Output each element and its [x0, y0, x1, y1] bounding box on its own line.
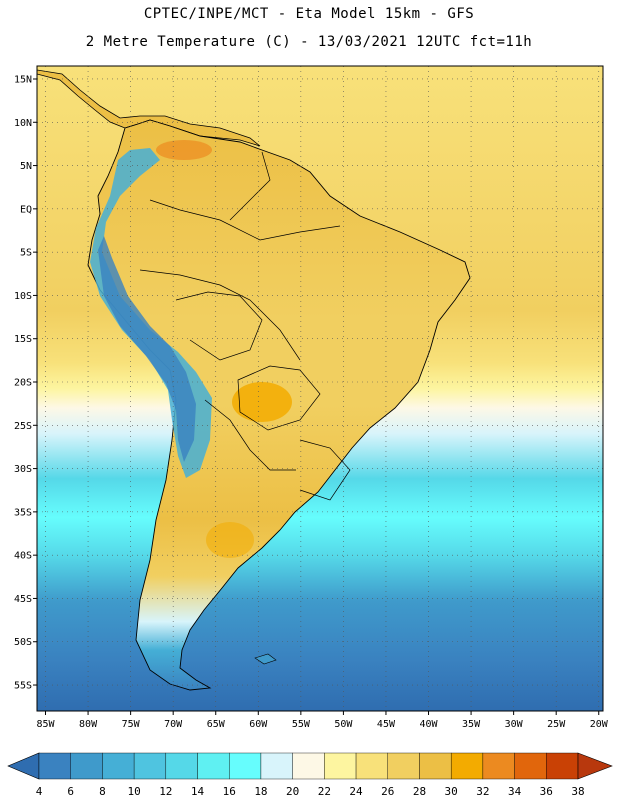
central-america-land [37, 69, 261, 147]
colorbar-segment [324, 752, 357, 780]
tick-label-lat: 15S [14, 334, 32, 345]
colorbar-label: 38 [571, 785, 584, 798]
colorbar-segment [70, 752, 103, 780]
colorbar-label: 30 [445, 785, 458, 798]
tick-label-lat: 45S [14, 594, 32, 605]
colorbar-segment [514, 752, 547, 780]
colorbar-label: 22 [318, 785, 331, 798]
tick-label-lat: 55S [14, 681, 32, 692]
colorbar-label: 14 [191, 785, 205, 798]
tick-label-lat: 10N [14, 118, 32, 129]
tick-label-lat: 30S [14, 464, 32, 475]
colorbar-label: 10 [127, 785, 140, 798]
colorbar-segment [546, 752, 579, 780]
colorbar-label: 34 [508, 785, 522, 798]
colorbar-label: 32 [476, 785, 489, 798]
tick-label-lon: 50W [334, 719, 353, 730]
colorbar-segment [482, 752, 515, 780]
colorbar-label: 12 [159, 785, 172, 798]
tick-label-lon: 65W [207, 719, 226, 730]
tick-label-lon: 45W [377, 719, 396, 730]
colorbar-segment [292, 752, 325, 780]
colorbar-segment [197, 752, 230, 780]
tick-label-lon: 55W [292, 719, 311, 730]
andes-cold-core [98, 236, 196, 462]
tick-label-lon: 25W [547, 719, 566, 730]
colorbar-label: 6 [67, 785, 74, 798]
colorbar-label: 18 [254, 785, 267, 798]
tick-label-lat: 50S [14, 637, 32, 648]
colorbar-segment [38, 752, 71, 780]
colorbar-label: 24 [349, 785, 363, 798]
axis-ticks: 85W 80W 75W 70W 65W 60W 55W 50W 45W 40W 35W 30W 25W 2… [14, 74, 609, 730]
colorbar-label: 20 [286, 785, 299, 798]
tick-label-lat: 10S [14, 291, 32, 302]
tick-label-lon: 20W [590, 719, 609, 730]
tick-label-lat: 5N [20, 161, 32, 172]
tick-label-lat: EQ [20, 204, 32, 215]
tick-label-lat: 40S [14, 551, 32, 562]
tick-label-lon: 35W [462, 719, 481, 730]
colorbar-arrow-low [7, 752, 40, 780]
tick-label-lon: 40W [419, 719, 438, 730]
colorbar: 4 6 8 10 12 14 16 18 20 22 24 26 28 30 32 34 36 38 [7, 752, 613, 798]
colorbar-segment [387, 752, 420, 780]
falkland-islands [254, 653, 277, 665]
colorbar-arrow-high [577, 752, 613, 780]
colorbar-segment [450, 752, 484, 780]
warm-patch-venezuela [156, 140, 212, 160]
colorbar-segment [165, 752, 198, 780]
colorbar-label: 8 [99, 785, 106, 798]
tick-label-lat: 35S [14, 507, 32, 518]
tick-label-lat: 5S [20, 248, 32, 259]
colorbar-label: 16 [223, 785, 236, 798]
colorbar-label: 36 [540, 785, 553, 798]
colorbar-segment [419, 752, 452, 780]
colorbar-segment [355, 752, 388, 780]
warm-patch-paraguay [232, 382, 292, 422]
tick-label-lon: 85W [36, 719, 55, 730]
colorbar-segment [133, 752, 167, 780]
tick-label-lon: 30W [505, 719, 524, 730]
tick-label-lon: 80W [79, 719, 98, 730]
colorbar-segment [229, 752, 262, 780]
tick-label-lon: 60W [249, 719, 268, 730]
colorbar-segment [260, 752, 293, 780]
colorbar-label: 26 [381, 785, 394, 798]
colorbar-label: 28 [413, 785, 426, 798]
tick-label-lon: 70W [164, 719, 183, 730]
map-title-line1: CPTEC/INPE/MCT - Eta Model 15km - GFS [143, 6, 475, 22]
colorbar-segment [102, 752, 135, 780]
tick-label-lon: 75W [122, 719, 141, 730]
tick-label-lat: 15N [14, 74, 32, 85]
map-title-line2: 2 Metre Temperature (C) - 13/03/2021 12U… [85, 34, 533, 50]
tick-label-lat: 20S [14, 378, 32, 389]
country-borders [139, 151, 351, 501]
colorbar-label: 4 [36, 785, 43, 798]
tick-label-lat: 25S [14, 421, 32, 432]
warm-patch-argentina [206, 522, 254, 558]
map-frame [36, 65, 604, 712]
